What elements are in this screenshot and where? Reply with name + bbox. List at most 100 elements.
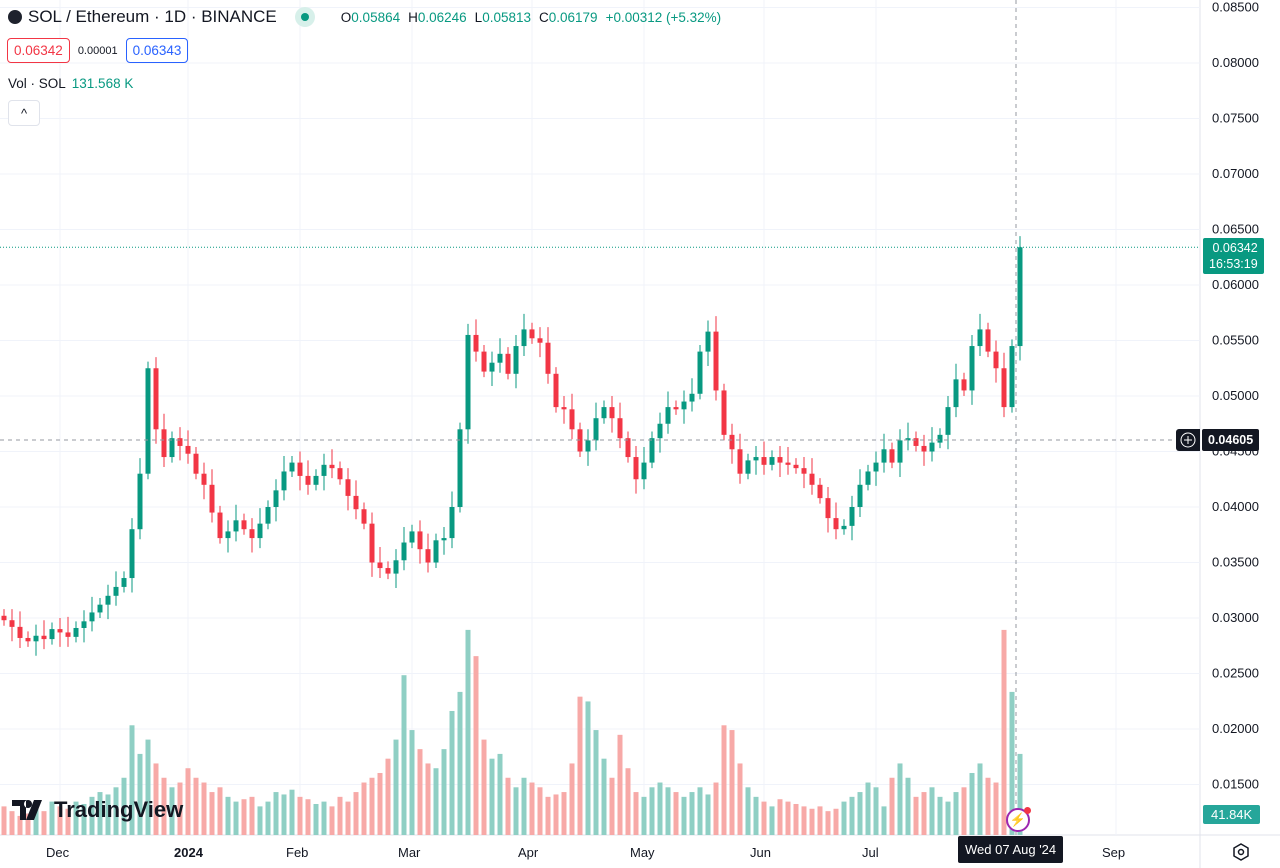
sell-button[interactable]: 0.06342 <box>7 38 70 63</box>
candle-body <box>401 542 407 561</box>
candle-body <box>553 373 559 408</box>
lightning-alert-icon[interactable]: ⚡ <box>1006 807 1031 832</box>
volume-bar <box>281 794 287 835</box>
volume-bar <box>313 803 319 835</box>
volume-legend: Vol · SOL 131.568 K <box>8 76 134 91</box>
volume-bar <box>457 691 463 835</box>
candle-body <box>225 531 231 539</box>
candle-body <box>129 529 135 579</box>
volume-bar <box>49 801 55 835</box>
candle-body <box>97 604 103 613</box>
candle-body <box>761 457 767 465</box>
candle-body <box>81 621 87 628</box>
candle-body <box>689 393 695 402</box>
candle-body <box>441 538 447 541</box>
candle-body <box>321 464 327 476</box>
volume-bar <box>257 806 263 835</box>
volume-bar <box>609 777 615 835</box>
candle-body <box>601 407 607 419</box>
candle-body <box>65 632 71 637</box>
volume-bar <box>193 777 199 835</box>
volume-bar <box>305 799 311 835</box>
volume-bar <box>921 792 927 835</box>
volume-bar <box>793 803 799 835</box>
candle-body <box>945 407 951 435</box>
price-tick-label: 0.04000 <box>1212 499 1259 514</box>
volume-bar <box>761 801 767 835</box>
volume-bar <box>425 763 431 835</box>
candle-body <box>721 390 727 435</box>
candle-body <box>73 627 79 637</box>
candle-body <box>233 520 239 532</box>
volume-bar <box>881 806 887 835</box>
volume-bar <box>273 792 279 835</box>
candle-body <box>993 351 999 369</box>
settings-icon[interactable] <box>1232 843 1250 866</box>
volume-bar <box>737 763 743 835</box>
volume-bar <box>105 794 111 835</box>
candle-body <box>937 434 943 443</box>
volume-bar <box>137 753 143 835</box>
volume-bar <box>569 763 575 835</box>
volume-bar <box>113 787 119 835</box>
price-tick-label: 0.01500 <box>1212 777 1259 792</box>
volume-bar <box>905 777 911 835</box>
volume-bar <box>641 796 647 835</box>
volume-bar <box>161 777 167 835</box>
candle-body <box>457 429 463 507</box>
candle-body <box>833 518 839 530</box>
volume-bar <box>553 794 559 835</box>
add-alert-plus-icon[interactable] <box>1176 429 1200 451</box>
volume-bar <box>289 789 295 835</box>
candle-body <box>409 531 415 543</box>
volume-bar <box>817 806 823 835</box>
volume-bar <box>265 801 271 835</box>
volume-bar <box>833 808 839 835</box>
candle-body <box>809 473 815 485</box>
tradingview-logo[interactable]: TradingView <box>12 797 183 823</box>
symbol-title[interactable]: SOL / Ethereum · 1D · BINANCE <box>28 7 277 26</box>
candle-body <box>985 329 991 352</box>
candle-body <box>777 457 783 463</box>
price-tick-label: 0.03500 <box>1212 555 1259 570</box>
volume-bar <box>241 799 247 835</box>
volume-bar <box>209 792 215 835</box>
volume-bar <box>409 730 415 835</box>
candle-body <box>737 449 743 474</box>
volume-bar <box>521 777 527 835</box>
price-tick-label: 0.06500 <box>1212 222 1259 237</box>
candle-body <box>545 342 551 374</box>
volume-bar <box>969 772 975 835</box>
candle-body <box>745 460 751 474</box>
candle-body <box>9 620 15 627</box>
buy-button[interactable]: 0.06343 <box>125 38 189 63</box>
volume-bar <box>689 792 695 835</box>
volume-bar <box>329 806 335 835</box>
candle-body <box>289 462 295 472</box>
candle-body <box>873 462 879 472</box>
candle-body <box>185 445 191 454</box>
candle-body <box>705 331 711 352</box>
volume-bar <box>233 801 239 835</box>
price-tick-label: 0.08500 <box>1212 0 1259 15</box>
volume-bar <box>1017 753 1023 835</box>
candle-body <box>969 346 975 391</box>
volume-bar <box>177 782 183 835</box>
volume-bar <box>729 730 735 835</box>
market-status-icon[interactable] <box>294 7 315 27</box>
collapse-legend-button[interactable]: ^ <box>8 100 40 126</box>
last-price: 0.06342 <box>1212 241 1258 255</box>
volume-bar <box>625 768 631 835</box>
ohlc-values: O0.05864 H0.06246 L0.05813 C0.06179 +0.0… <box>340 9 722 25</box>
candle-body <box>121 578 127 587</box>
volume-bar <box>673 792 679 835</box>
volume-bar <box>25 813 31 835</box>
volume-bar <box>809 808 815 835</box>
candle-body <box>625 438 631 458</box>
volume-bar <box>961 787 967 835</box>
volume-bar <box>857 792 863 835</box>
time-tick-label: Jul <box>862 845 879 860</box>
volume-bar <box>721 725 727 835</box>
volume-bar <box>1001 629 1007 835</box>
